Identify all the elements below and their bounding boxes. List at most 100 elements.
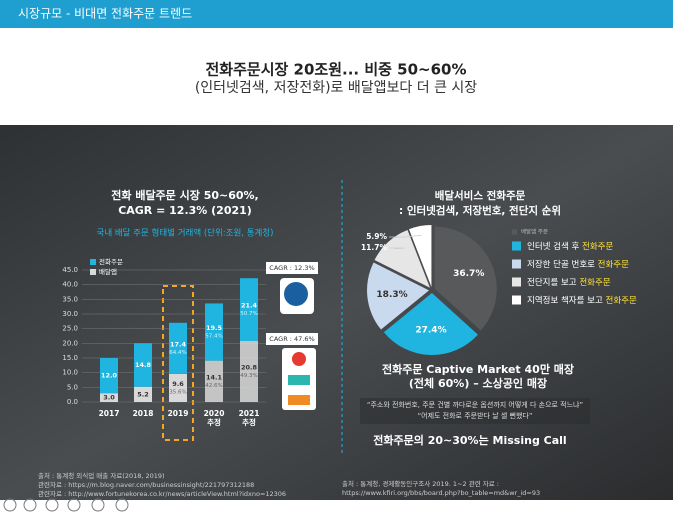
bar [100, 358, 118, 394]
slice-label: 36.7% [453, 269, 484, 279]
chart-title: 전화 배달주문 시장 50~60%, [111, 188, 258, 202]
source: 출처 : 통계청, 경제활동인구조사 2019. 1~2 관련 자료 : [342, 479, 499, 488]
logo [288, 375, 310, 385]
chart-title: 배달서비스 전화주문 [435, 189, 526, 202]
slice-label: 18.3% [376, 290, 407, 300]
value-label: 21.4 [241, 302, 258, 310]
highlight-box [162, 285, 194, 441]
subtitle: (인터넷검색, 저장전화)로 배달앱보다 더 큰 시장 [195, 80, 477, 96]
source: https://www.kfiri.org/bbs/board.php?bo_t… [342, 489, 540, 497]
value-label: 14.8 [135, 361, 152, 369]
toolbar [3, 498, 129, 512]
bar [205, 303, 223, 361]
quote: “주소와 전화번호, 주문 건별 까다로운 옵션까지 어떻게 다 손으로 적느냐… [367, 400, 583, 409]
legend-swatch [90, 269, 96, 275]
nav-button[interactable] [91, 498, 105, 512]
y-tick-label: 30.0 [62, 310, 78, 318]
legend-label: 인터넷 검색 후 전화주문 [527, 241, 613, 252]
header: 시장규모 - 비대면 전화주문 트렌드 [18, 7, 192, 21]
y-tick-label: 25.0 [62, 325, 78, 333]
pie-slice [367, 262, 430, 330]
slice-label: 27.4% [415, 326, 446, 336]
legend-label: 배달앱 주문 [521, 228, 548, 236]
percent-label: 64.4% [169, 350, 186, 356]
header-bar [0, 0, 673, 28]
source: 관련자료 : http://www.fortunekorea.co.kr/new… [38, 489, 286, 498]
x-tick-label: 2017 [99, 409, 120, 418]
legend-swatch [512, 277, 521, 287]
legend-swatch [512, 241, 521, 251]
value-label: 3.0 [103, 394, 115, 402]
legend-label: 전단지를 보고 전화주문 [527, 277, 611, 288]
logo [288, 395, 310, 405]
y-tick-label: 10.0 [62, 369, 78, 377]
legend-label: 저장한 단골 번호로 전화주문 [527, 259, 629, 270]
value-label: 9.6 [172, 380, 184, 388]
chart-title: CAGR = 12.3% (2021) [118, 204, 252, 217]
chart-subtitle: 국내 배달 주문 형태별 거래액 (단위:조원, 통계청) [97, 228, 274, 239]
value-label: 19.5 [206, 324, 223, 332]
captive-text: 전화주문 Captive Market 40만 매장 [382, 362, 574, 376]
nav-button[interactable] [3, 498, 17, 512]
missing-call: 전화주문의 20~30%는 Missing Call [373, 433, 566, 447]
legend-swatch [512, 259, 521, 269]
logo [292, 352, 306, 366]
percent-label: 57.4% [205, 334, 222, 340]
percent-label: 35.6% [169, 389, 186, 395]
pie-slice [374, 229, 430, 288]
bar [169, 322, 187, 374]
annotation: CAGR : 47.6% [269, 335, 314, 343]
nav-button[interactable] [45, 498, 59, 512]
legend-swatch [90, 259, 96, 265]
bar [169, 373, 187, 402]
value-label: 20.8 [241, 363, 258, 371]
legend-label: 전화주문 [99, 257, 123, 266]
leader-line [389, 247, 406, 250]
leader-line [389, 234, 422, 238]
y-tick-label: 15.0 [62, 354, 78, 362]
bar [240, 278, 258, 341]
bar [100, 393, 118, 402]
value-label: 14.1 [206, 373, 223, 381]
slice-label: 11.7% [361, 243, 388, 252]
y-tick-label: 35.0 [62, 295, 78, 303]
y-tick-label: 40.0 [62, 281, 78, 289]
y-tick-label: 20.0 [62, 339, 78, 347]
slice-label: 5.9% [366, 232, 387, 241]
y-tick-label: 45.0 [62, 266, 78, 274]
pie-slice [434, 226, 497, 331]
percent-label: 50.7% [240, 311, 257, 317]
value-label: 17.4 [170, 340, 187, 348]
pie-slice [408, 225, 432, 288]
nav-button[interactable] [67, 498, 81, 512]
y-tick-label: 0.0 [67, 398, 78, 406]
quote-box [360, 398, 590, 424]
legend-swatch [512, 295, 521, 305]
nav-button[interactable] [23, 498, 37, 512]
bar [205, 360, 223, 402]
title: 전화주문시장 20조원... 비중 50~60% [206, 61, 467, 79]
annotation-box [266, 262, 318, 274]
legend-swatch [512, 229, 517, 235]
nav-button[interactable] [115, 498, 129, 512]
quote: “어제도 전화로 주문받다 날 샐 뻔했다” [418, 411, 533, 420]
x-tick-label: 2020 추정 [204, 409, 225, 427]
legend-label: 지역정보 책자를 보고 전화주문 [527, 295, 637, 306]
bar [134, 343, 152, 387]
annotation: CAGR : 12.3% [269, 264, 314, 272]
chart-title: : 인터넷검색, 저장번호, 전단지 순위 [399, 204, 561, 217]
x-tick-label: 2018 [133, 409, 154, 418]
captive-text: (전체 60%) – 소상공인 매장 [409, 376, 547, 390]
background [0, 125, 673, 500]
source: 출처 : 통계청 외식업 매출 자료(2018, 2019) [38, 471, 165, 480]
x-tick-label: 2019 [168, 409, 189, 418]
value-label: 12.0 [101, 372, 118, 380]
annotation-box [266, 333, 318, 345]
percent-label: 42.6% [205, 383, 222, 389]
y-tick-label: 5.0 [67, 383, 78, 391]
source: 관련자료 : https://m.blog.naver.com/business… [38, 480, 254, 489]
percent-label: 49.3% [240, 373, 257, 379]
pie-slice [383, 292, 478, 355]
x-tick-label: 2021 추정 [239, 409, 260, 427]
